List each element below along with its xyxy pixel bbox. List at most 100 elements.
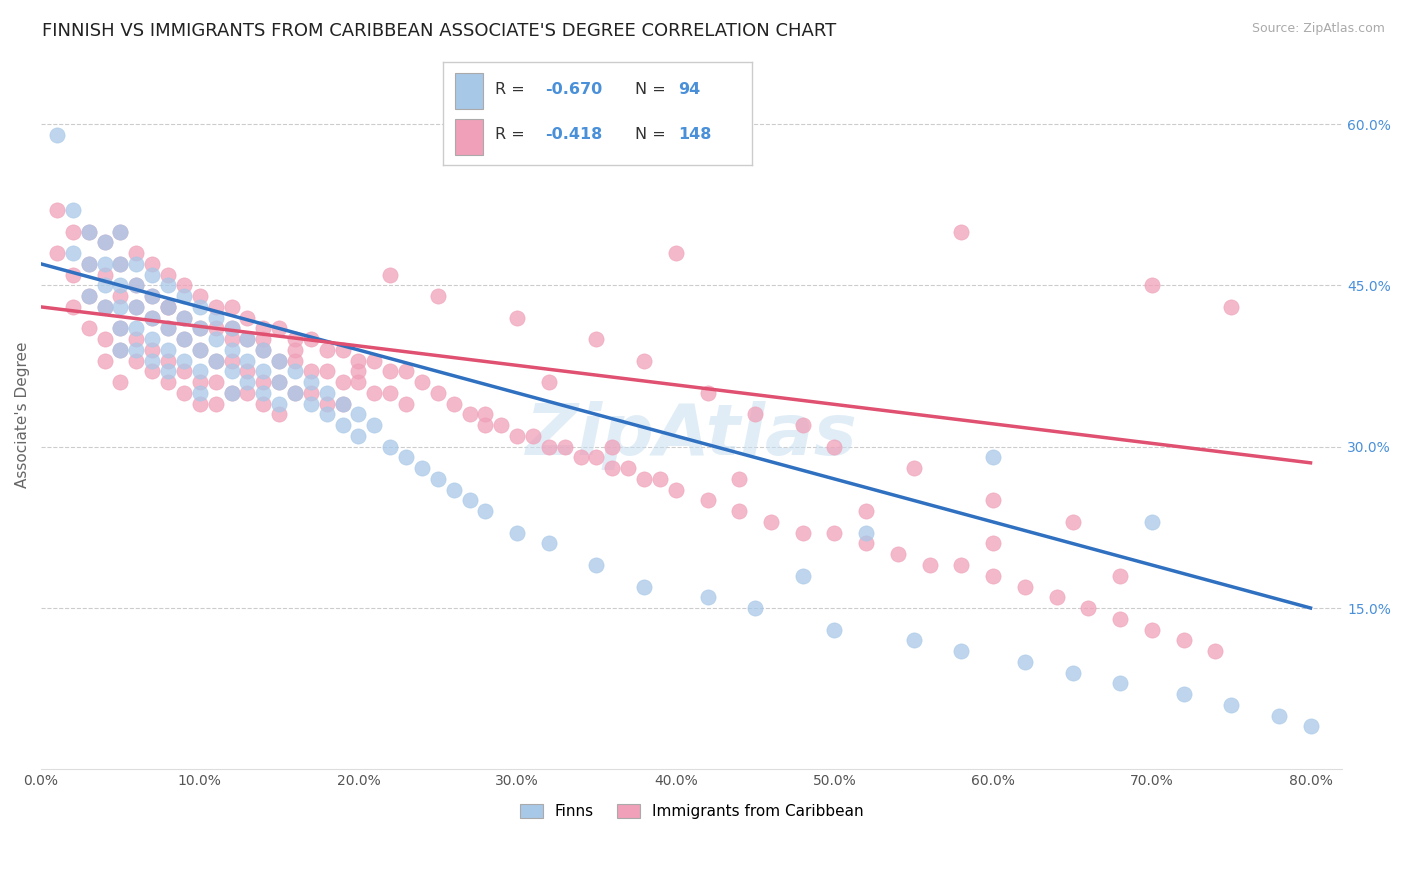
Text: N =: N = — [634, 82, 671, 97]
Point — [252, 364, 274, 378]
Point — [299, 375, 322, 389]
Point — [380, 440, 402, 454]
Point — [269, 321, 291, 335]
Text: -0.418: -0.418 — [546, 128, 602, 142]
Point — [537, 536, 560, 550]
Point — [458, 408, 481, 422]
Point — [236, 332, 259, 346]
Point — [173, 332, 195, 346]
Point — [125, 300, 148, 314]
Point — [188, 343, 211, 357]
Point — [269, 353, 291, 368]
Point — [157, 321, 180, 335]
Point — [269, 375, 291, 389]
Point — [981, 493, 1004, 508]
Point — [110, 321, 132, 335]
Point — [188, 364, 211, 378]
Point — [252, 397, 274, 411]
Point — [77, 257, 100, 271]
Point — [1062, 665, 1084, 680]
Point — [93, 353, 115, 368]
Text: 148: 148 — [678, 128, 711, 142]
Point — [157, 321, 180, 335]
Point — [125, 332, 148, 346]
Point — [347, 353, 370, 368]
Point — [1268, 708, 1291, 723]
FancyBboxPatch shape — [456, 119, 484, 155]
Point — [46, 246, 69, 260]
Point — [157, 353, 180, 368]
Legend: Finns, Immigrants from Caribbean: Finns, Immigrants from Caribbean — [513, 798, 870, 825]
Point — [315, 343, 337, 357]
Point — [1299, 719, 1322, 733]
Point — [157, 375, 180, 389]
Point — [1204, 644, 1226, 658]
Point — [506, 525, 529, 540]
Point — [93, 257, 115, 271]
Point — [855, 536, 877, 550]
Point — [665, 483, 688, 497]
Point — [236, 310, 259, 325]
Point — [93, 300, 115, 314]
Point — [363, 418, 385, 433]
Point — [1109, 676, 1132, 690]
Point — [125, 246, 148, 260]
Point — [585, 332, 607, 346]
Point — [188, 300, 211, 314]
Point — [315, 364, 337, 378]
Point — [252, 332, 274, 346]
Point — [157, 343, 180, 357]
Point — [62, 300, 84, 314]
Point — [506, 310, 529, 325]
Point — [188, 321, 211, 335]
Point — [299, 332, 322, 346]
Point — [269, 353, 291, 368]
Point — [141, 353, 163, 368]
Point — [110, 225, 132, 239]
Point — [252, 375, 274, 389]
Point — [1062, 515, 1084, 529]
Point — [77, 257, 100, 271]
Point — [62, 246, 84, 260]
Point — [696, 386, 718, 401]
Point — [665, 246, 688, 260]
Point — [157, 300, 180, 314]
Point — [792, 525, 814, 540]
Point — [62, 203, 84, 218]
Point — [62, 268, 84, 282]
Point — [141, 310, 163, 325]
Point — [474, 504, 496, 518]
Point — [332, 418, 354, 433]
Point — [188, 386, 211, 401]
Point — [204, 353, 226, 368]
Point — [696, 591, 718, 605]
Point — [110, 321, 132, 335]
Point — [188, 397, 211, 411]
Point — [93, 278, 115, 293]
Point — [221, 343, 243, 357]
Point — [728, 472, 751, 486]
Point — [204, 332, 226, 346]
Point — [332, 397, 354, 411]
Point — [46, 203, 69, 218]
Point — [506, 429, 529, 443]
Point — [633, 353, 655, 368]
Point — [887, 547, 910, 561]
FancyBboxPatch shape — [456, 73, 484, 109]
Point — [141, 289, 163, 303]
Point — [1046, 591, 1069, 605]
Point — [93, 300, 115, 314]
Point — [696, 493, 718, 508]
Point — [110, 343, 132, 357]
Point — [443, 483, 465, 497]
Point — [173, 386, 195, 401]
Point — [347, 375, 370, 389]
Point — [284, 353, 307, 368]
Text: R =: R = — [495, 128, 530, 142]
Point — [157, 300, 180, 314]
Point — [284, 343, 307, 357]
Point — [221, 300, 243, 314]
Point — [617, 461, 640, 475]
Point — [426, 289, 449, 303]
Point — [1140, 515, 1163, 529]
